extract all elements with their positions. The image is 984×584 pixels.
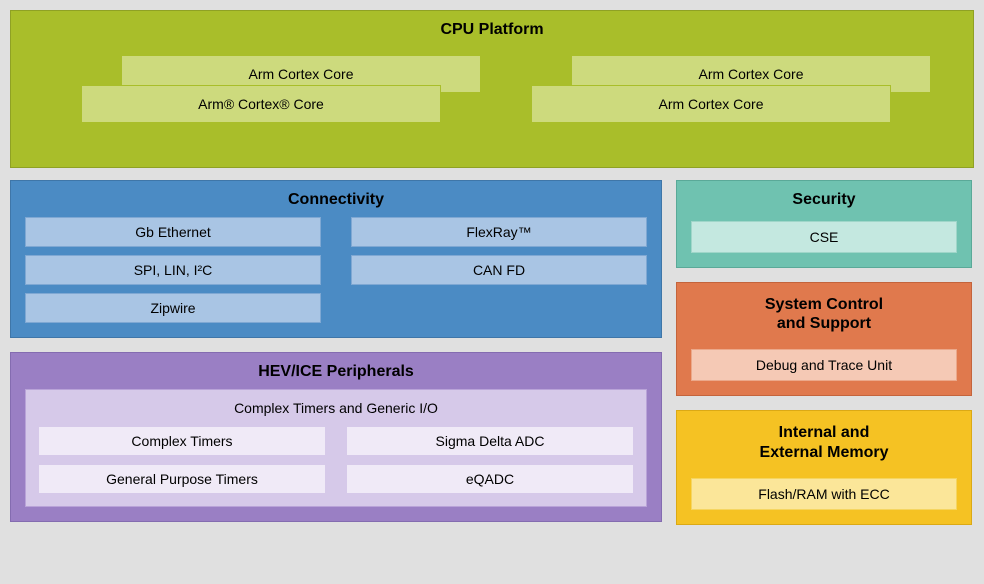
security-block: Security CSE <box>676 180 972 268</box>
connectivity-title: Connectivity <box>25 185 647 217</box>
cpu-title: CPU Platform <box>11 15 973 47</box>
syscontrol-block: System Control and Support Debug and Tra… <box>676 282 972 396</box>
syscontrol-item-debug-trace: Debug and Trace Unit <box>691 349 957 381</box>
periph-item-complex-timers: Complex Timers <box>38 426 326 456</box>
memory-title: Internal and External Memory <box>691 415 957 471</box>
peripherals-block: HEV/ICE Peripherals Complex Timers and G… <box>10 352 662 522</box>
security-item-cse: CSE <box>691 221 957 253</box>
peripherals-title: HEV/ICE Peripherals <box>25 357 647 389</box>
periph-item-gp-timers: General Purpose Timers <box>38 464 326 494</box>
right-column: Security CSE System Control and Support … <box>676 180 972 525</box>
periph-item-eqadc: eQADC <box>346 464 634 494</box>
cpu-stack-left: Arm Cortex Core Arm® Cortex® Core <box>81 55 481 135</box>
peripherals-subtitle: Complex Timers and Generic I/O <box>38 398 634 418</box>
cpu-card-left-front: Arm® Cortex® Core <box>81 85 441 123</box>
conn-item-gb-ethernet: Gb Ethernet <box>25 217 321 247</box>
memory-title-line2: External Memory <box>760 444 889 461</box>
security-title: Security <box>691 185 957 217</box>
left-column: Connectivity Gb Ethernet FlexRay™ SPI, L… <box>10 180 662 525</box>
periph-item-sigma-delta-adc: Sigma Delta ADC <box>346 426 634 456</box>
cpu-platform-block: CPU Platform Arm Cortex Core Arm® Cortex… <box>10 10 974 168</box>
cpu-card-right-front: Arm Cortex Core <box>531 85 891 123</box>
peripherals-inner: Complex Timers and Generic I/O Complex T… <box>25 389 647 507</box>
syscontrol-title-line2: and Support <box>777 315 871 332</box>
syscontrol-title-line1: System Control <box>765 296 883 313</box>
memory-item-flash-ram: Flash/RAM with ECC <box>691 478 957 510</box>
cpu-stack-right: Arm Cortex Core Arm Cortex Core <box>531 55 931 135</box>
connectivity-block: Connectivity Gb Ethernet FlexRay™ SPI, L… <box>10 180 662 338</box>
bottom-grid: Connectivity Gb Ethernet FlexRay™ SPI, L… <box>10 180 974 525</box>
conn-item-flexray: FlexRay™ <box>351 217 647 247</box>
memory-title-line1: Internal and <box>779 424 870 441</box>
conn-item-can-fd: CAN FD <box>351 255 647 285</box>
conn-item-zipwire: Zipwire <box>25 293 321 323</box>
connectivity-grid: Gb Ethernet FlexRay™ SPI, LIN, I²C CAN F… <box>25 217 647 323</box>
memory-block: Internal and External Memory Flash/RAM w… <box>676 410 972 524</box>
syscontrol-title: System Control and Support <box>691 287 957 343</box>
peripherals-grid: Complex Timers Sigma Delta ADC General P… <box>38 426 634 494</box>
conn-item-spi-lin-i2c: SPI, LIN, I²C <box>25 255 321 285</box>
